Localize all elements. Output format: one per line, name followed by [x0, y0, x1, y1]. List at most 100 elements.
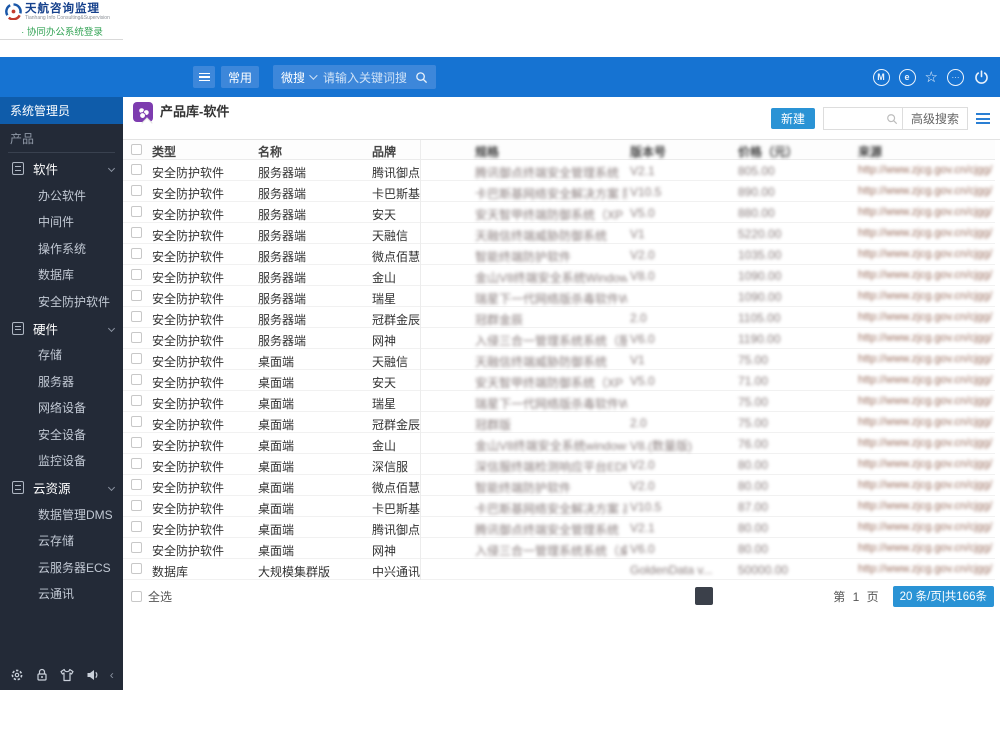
sidebar-menu-item[interactable]: 云服务器ECS: [0, 554, 123, 581]
sidebar-menu-item[interactable]: 操作系统: [0, 235, 123, 262]
more-icon[interactable]: ···: [947, 68, 964, 86]
col-header-spec[interactable]: 规格: [475, 145, 500, 159]
sidebar-menu-item[interactable]: 云资源: [0, 474, 123, 501]
sidebar-menu-item[interactable]: 云存储: [0, 528, 123, 555]
cell-source[interactable]: http://www.zjcg.gov.cn/cjgg/: [858, 310, 993, 323]
theme-shirt-icon[interactable]: [59, 667, 75, 683]
cell-source[interactable]: http://www.zjcg.gov.cn/cjgg/: [858, 415, 993, 428]
sidebar-menu-item[interactable]: 监控设备: [0, 448, 123, 475]
common-button[interactable]: 常用: [221, 66, 260, 88]
table-row[interactable]: 安全防护软件 桌面端 卡巴斯基 卡巴斯基网络安全解决方案 高级版（KL4... …: [123, 496, 995, 517]
table-row[interactable]: 安全防护软件 桌面端 网神 入侵三合一管理系统系统（桌面版） V6.0 80.0…: [123, 538, 995, 559]
col-header-source[interactable]: 来源: [858, 145, 883, 159]
row-checkbox[interactable]: [131, 269, 142, 280]
page-button[interactable]: [805, 587, 823, 605]
row-checkbox[interactable]: [131, 206, 142, 217]
col-header-type[interactable]: 类型: [152, 145, 177, 159]
collapse-arrow-icon[interactable]: ‹: [109, 668, 114, 682]
row-checkbox[interactable]: [131, 164, 142, 175]
speaker-icon[interactable]: [85, 667, 101, 683]
table-row[interactable]: 安全防护软件 服务器端 腾讯御点 腾讯御点终端安全管理系统（Windows版） …: [123, 160, 995, 181]
table-row[interactable]: 安全防护软件 桌面端 天融信 天融信终端威胁防御系统 V1 75.00 http…: [123, 349, 995, 370]
row-checkbox[interactable]: [131, 353, 142, 364]
table-row[interactable]: 安全防护软件 服务器端 冠群金辰 冠群金辰 2.0 1105.00 http:/…: [123, 307, 995, 328]
col-header-name[interactable]: 名称: [258, 145, 283, 159]
cell-source[interactable]: http://www.zjcg.gov.cn/cjgg/: [858, 499, 993, 512]
cell-source[interactable]: http://www.zjcg.gov.cn/cjgg/: [858, 268, 993, 281]
table-row[interactable]: 安全防护软件 桌面端 冠群金辰 冠群版 2.0 75.00 http://www…: [123, 412, 995, 433]
row-checkbox[interactable]: [131, 416, 142, 427]
select-all-checkbox[interactable]: [131, 590, 142, 602]
message-icon[interactable]: M: [872, 68, 890, 86]
favorites-star-icon[interactable]: ☆: [924, 68, 938, 86]
table-row[interactable]: 安全防护软件 桌面端 深信服 深信服终端检测响应平台EDR V2.0 80.00…: [123, 454, 995, 475]
table-row[interactable]: 安全防护软件 桌面端 金山 金山V8终端安全系统windows桌面版 V8.(数…: [123, 433, 995, 454]
sidebar-menu-item[interactable]: 安全防护软件: [0, 288, 123, 315]
table-row[interactable]: 安全防护软件 桌面端 安天 安天智甲终端防御系统（XP・桌面版） V5.0 71…: [123, 370, 995, 391]
cell-source[interactable]: http://www.zjcg.gov.cn/cjgg/: [858, 541, 993, 554]
table-row[interactable]: 安全防护软件 服务器端 瑞星 瑞星下一代网络版杀毒软件Windows版 1090…: [123, 286, 995, 307]
table-row[interactable]: 安全防护软件 桌面端 腾讯御点 腾讯御点终端安全管理系统（windows版）/ …: [123, 517, 995, 538]
search-icon[interactable]: [886, 113, 898, 125]
cell-source[interactable]: http://www.zjcg.gov.cn/cjgg/: [858, 562, 993, 575]
row-checkbox[interactable]: [131, 248, 142, 259]
cell-source[interactable]: http://www.zjcg.gov.cn/cjgg/: [858, 352, 993, 365]
cell-source[interactable]: http://www.zjcg.gov.cn/cjgg/: [858, 184, 993, 197]
table-row[interactable]: 安全防护软件 服务器端 金山 金山V8终端安全系统Windows服务器版 V8.…: [123, 265, 995, 286]
cell-source[interactable]: http://www.zjcg.gov.cn/cjgg/: [858, 163, 993, 176]
row-checkbox[interactable]: [131, 374, 142, 385]
global-search[interactable]: 微搜 请输入关键词搜: [273, 65, 437, 89]
sidebar-menu-item[interactable]: 数据管理DMS: [0, 501, 123, 528]
col-header-price[interactable]: 价格（元）: [738, 145, 799, 159]
search-icon[interactable]: [415, 71, 428, 84]
page-jump-label[interactable]: 第 1 页: [833, 589, 881, 604]
settings-gear-icon[interactable]: [9, 667, 25, 683]
page-button[interactable]: [783, 587, 801, 605]
page-button[interactable]: [761, 587, 779, 605]
sidebar-menu-item[interactable]: 服务器: [0, 368, 123, 395]
table-row[interactable]: 安全防护软件 桌面端 微点佰慧 智能终端防护软件 V2.0 80.00 http…: [123, 475, 995, 496]
page-button[interactable]: [739, 587, 757, 605]
table-row[interactable]: 安全防护软件 服务器端 网神 入侵三合一管理系统系统（服务器版） V6.0 11…: [123, 328, 995, 349]
sidebar-role-header[interactable]: 系统管理员: [0, 97, 123, 124]
row-checkbox[interactable]: [131, 521, 142, 532]
row-checkbox[interactable]: [131, 437, 142, 448]
sidebar-menu-item[interactable]: 数据库: [0, 262, 123, 289]
sidebar-menu-item[interactable]: 存储: [0, 342, 123, 369]
lock-icon[interactable]: [34, 667, 50, 683]
col-header-version[interactable]: 版本号: [630, 145, 667, 159]
cell-source[interactable]: http://www.zjcg.gov.cn/cjgg/: [858, 436, 993, 449]
page-button[interactable]: [673, 587, 691, 605]
advanced-search-button[interactable]: 高级搜索: [901, 107, 967, 130]
sidebar-menu-item[interactable]: 安全设备: [0, 421, 123, 448]
cell-source[interactable]: http://www.zjcg.gov.cn/cjgg/: [858, 289, 993, 302]
select-all-row[interactable]: 全选: [131, 588, 172, 605]
apps-menu-button[interactable]: [193, 66, 215, 88]
cell-source[interactable]: http://www.zjcg.gov.cn/cjgg/: [858, 205, 993, 218]
cell-source[interactable]: http://www.zjcg.gov.cn/cjgg/: [858, 331, 993, 344]
table-row[interactable]: 数据库 大规模集群版 中兴通讯 GoldenData v... 50000.00…: [123, 559, 995, 580]
oa-login-link[interactable]: · 协同办公系统登录: [21, 27, 103, 38]
row-checkbox[interactable]: [131, 500, 142, 511]
table-row[interactable]: 安全防护软件 服务器端 安天 安天智甲终端防御系统（XP・终端版） V5.0 8…: [123, 202, 995, 223]
table-row[interactable]: 安全防护软件 服务器端 微点佰慧 智能终端防护软件 V2.0 1035.00 h…: [123, 244, 995, 265]
sidebar-menu-item[interactable]: 软件: [0, 155, 123, 182]
row-checkbox[interactable]: [131, 332, 142, 343]
row-checkbox[interactable]: [131, 563, 142, 574]
cell-source[interactable]: http://www.zjcg.gov.cn/cjgg/: [858, 457, 993, 470]
new-button[interactable]: 新建: [770, 108, 815, 129]
cell-source[interactable]: http://www.zjcg.gov.cn/cjgg/: [858, 226, 993, 239]
sidebar-menu-item[interactable]: 硬件: [0, 315, 123, 342]
power-icon[interactable]: [973, 69, 990, 86]
list-view-icon[interactable]: [976, 113, 990, 124]
row-checkbox[interactable]: [131, 542, 142, 553]
row-checkbox[interactable]: [131, 395, 142, 406]
row-checkbox[interactable]: [131, 185, 142, 196]
cell-source[interactable]: http://www.zjcg.gov.cn/cjgg/: [858, 373, 993, 386]
row-checkbox[interactable]: [131, 290, 142, 301]
sidebar-menu-item[interactable]: 中间件: [0, 209, 123, 236]
select-all-checkbox[interactable]: [131, 144, 142, 155]
table-row[interactable]: 安全防护软件 服务器端 卡巴斯基 卡巴斯基网络安全解决方案 防病毒版 V10.5…: [123, 181, 995, 202]
row-checkbox[interactable]: [131, 479, 142, 490]
table-row[interactable]: 安全防护软件 桌面端 瑞星 瑞星下一代网络版杀毒软件Windows版 75.00…: [123, 391, 995, 412]
